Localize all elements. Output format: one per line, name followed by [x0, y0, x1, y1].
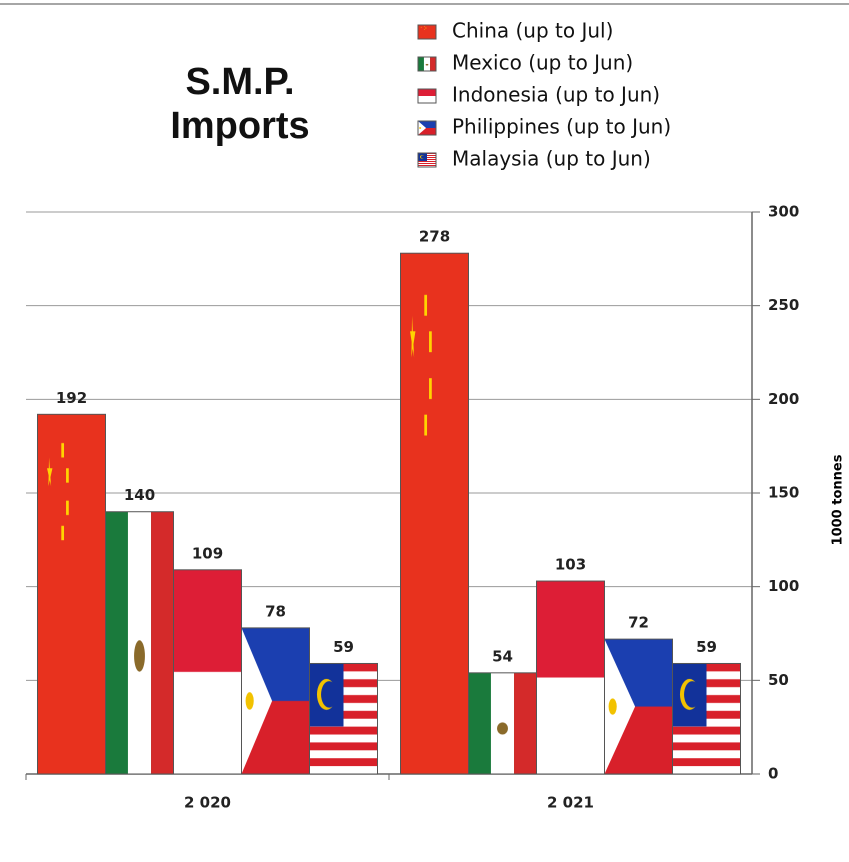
data-label: 59	[696, 638, 717, 656]
bar	[241, 627, 310, 775]
legend-swatch	[417, 152, 437, 168]
x-tick-label: 2 020	[184, 794, 231, 812]
legend-label: Indonesia (up to Jun)	[452, 83, 660, 107]
data-label: 103	[555, 556, 586, 574]
data-label: 54	[492, 647, 513, 665]
data-label: 72	[628, 614, 649, 632]
y-tick-label: 300	[768, 203, 799, 221]
legend-label: Mexico (up to Jun)	[452, 51, 633, 75]
legend-swatch	[417, 120, 437, 136]
legend-swatch	[417, 56, 437, 72]
data-label: 109	[192, 544, 223, 562]
y-tick-label: 0	[768, 765, 778, 783]
y-tick-label: 100	[768, 577, 799, 595]
legend-swatch	[417, 88, 437, 104]
legend-label: China (up to Jul)	[452, 19, 613, 43]
bar	[105, 511, 174, 775]
chart-title: S.M.P. Imports	[170, 61, 310, 147]
data-label: 59	[333, 638, 354, 656]
y-axis-label: 1000 tonnes	[831, 454, 846, 545]
data-label: 278	[419, 228, 450, 246]
y-tick-label: 250	[768, 296, 799, 314]
x-tick-label: 2 021	[547, 794, 594, 812]
data-label: 78	[265, 602, 286, 620]
bar	[672, 662, 741, 775]
y-tick-label: 50	[768, 671, 789, 689]
data-label: 192	[56, 389, 87, 407]
bar	[37, 413, 106, 775]
bar	[536, 580, 605, 775]
bar	[173, 569, 242, 775]
legend-label: Philippines (up to Jun)	[452, 115, 671, 139]
y-tick-label: 150	[768, 484, 799, 502]
data-label: 140	[124, 486, 155, 504]
legend-label: Malaysia (up to Jun)	[452, 147, 651, 171]
bar	[604, 638, 673, 775]
y-tick-label: 200	[768, 390, 799, 408]
bar	[468, 672, 537, 775]
bar	[400, 252, 469, 775]
bar	[309, 662, 378, 775]
legend-swatch	[417, 24, 437, 40]
